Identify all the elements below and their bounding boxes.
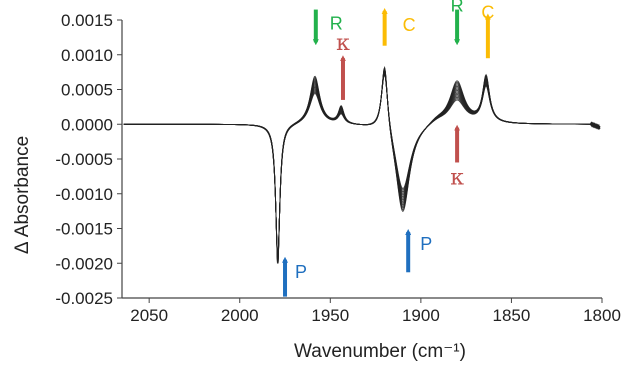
- y-tick-label: 0.0000: [61, 115, 113, 134]
- spectrum-line: [123, 72, 601, 255]
- annotation-label: R: [451, 0, 464, 16]
- spectrum-line: [123, 71, 601, 257]
- annotation-label: C: [481, 3, 494, 23]
- spectrum-line: [123, 67, 601, 262]
- annotation-label: P: [295, 262, 307, 282]
- annotation-label: R: [330, 14, 343, 34]
- spectrum-line: [123, 69, 601, 259]
- y-tick-label: -0.0020: [55, 254, 113, 273]
- spectrum-line: [123, 68, 601, 261]
- x-tick-label: 1950: [311, 306, 349, 325]
- x-tick-label: 1900: [402, 306, 440, 325]
- y-tick-label: 0.0005: [61, 81, 113, 100]
- spectrum-line: [123, 68, 600, 260]
- y-tick-label: -0.0005: [55, 150, 113, 169]
- y-tick-label: -0.0010: [55, 185, 113, 204]
- spectrum-line: [123, 73, 601, 254]
- spectrum-line: [123, 72, 601, 256]
- x-tick-label: 2000: [221, 306, 259, 325]
- annotation-label: κ: [450, 165, 464, 190]
- axes: 0.0015 0.0010 0.0005 0.0000 -0.0005 -0.0010 -0…: [55, 11, 621, 325]
- spectra-series-group: [123, 65, 601, 264]
- spectrum-line: [123, 70, 601, 257]
- annotation-label: P: [420, 234, 432, 254]
- x-tick-label: 2050: [130, 306, 168, 325]
- x-tick-label: 1850: [493, 306, 531, 325]
- annotation-label: κ: [336, 31, 350, 56]
- x-axis-title: Wavenumber (cm⁻¹): [294, 341, 466, 362]
- annotation-label: C: [403, 15, 416, 35]
- x-tick-label: 1800: [583, 306, 621, 325]
- y-tick-label: 0.0015: [61, 11, 113, 30]
- y-tick-label: -0.0015: [55, 220, 113, 239]
- spectrum-line: [123, 73, 601, 254]
- y-tick-label: -0.0025: [55, 289, 113, 308]
- spectrum-line: [123, 65, 601, 264]
- spectrum-line: [123, 70, 600, 258]
- y-axis-title: Δ Absorbance: [12, 136, 33, 254]
- spectrum-line: [123, 69, 601, 260]
- peak-annotations: Rκ C R Cκ P P: [282, 0, 494, 297]
- spectrum-line: [123, 66, 601, 263]
- y-tick-label: 0.0010: [61, 46, 113, 65]
- spectrum-line: [123, 67, 601, 263]
